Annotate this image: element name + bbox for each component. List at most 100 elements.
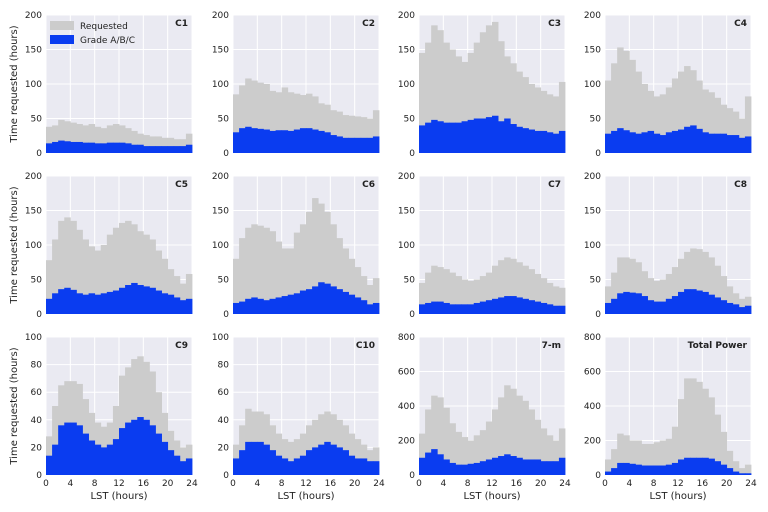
panel-c6-ytick-label: 200 xyxy=(212,172,229,182)
panel-c5-requested-bar xyxy=(179,283,187,314)
panel-total-power-grade-bar xyxy=(671,462,679,475)
panel-c4-grade-bar xyxy=(659,135,667,153)
panel-c6-requested-bar xyxy=(318,203,325,314)
panel-c1-requested-bar xyxy=(125,128,132,153)
panel-c9-grade-bar xyxy=(185,458,193,475)
panel-c7-requested-bar xyxy=(467,280,475,314)
panel-c7-requested-bar xyxy=(558,287,566,314)
panel-7-m-ytick-label: 200 xyxy=(398,437,415,447)
panel-c8-requested-bar xyxy=(744,296,752,314)
panel-c8-requested-bar xyxy=(605,286,612,314)
panel-c2-grade-bar xyxy=(269,130,276,153)
panel-c7-grade-bar xyxy=(467,304,475,314)
panel-c4-grade-bar xyxy=(690,125,697,153)
panel-7-m-requested-bar xyxy=(467,440,475,475)
panel-c6-grade-bar xyxy=(330,286,337,314)
panel-7-m-grade-bar xyxy=(552,461,560,475)
panel-c6-requested-bar xyxy=(354,267,362,314)
panel-c3-ytick-label: 100 xyxy=(398,80,415,90)
panel-c9-ytick-label: 40 xyxy=(31,416,43,426)
panel-c1-grade-bar xyxy=(161,146,169,153)
panel-c5-requested-bar xyxy=(137,231,144,314)
panel-c5-ytick-label: 200 xyxy=(25,172,42,182)
panel-7-m-requested-bar xyxy=(455,431,462,475)
panel-c2-requested-bar xyxy=(348,115,356,153)
panel-total-power-xtick-label: 8 xyxy=(651,479,657,489)
panel-c2-requested-bar xyxy=(251,80,258,153)
panel-c8-grade-bar xyxy=(665,298,673,314)
panel-7-m-requested-bar xyxy=(522,400,529,475)
panel-c4-ytick-label: 150 xyxy=(584,46,601,56)
panel-total-power-requested-bar xyxy=(690,378,697,475)
panel-c3-grade-bar xyxy=(528,129,535,153)
panel-c1-grade-bar xyxy=(125,143,132,153)
panel-c4-requested-bar xyxy=(696,80,703,153)
panel-c7-requested-bar xyxy=(510,258,517,314)
panel-c7-requested-bar xyxy=(449,272,456,314)
panel-c1-grade-bar xyxy=(149,146,156,153)
panel-c10-xtick-label: 8 xyxy=(279,479,285,489)
panel-c1-grade-bar xyxy=(155,146,162,153)
panel-7-m-grade-bar xyxy=(498,456,505,475)
panel-c8-requested-bar xyxy=(732,293,740,314)
panel-total-power-xtick-label: 16 xyxy=(697,479,709,489)
panel-c5-requested-bar xyxy=(119,222,126,314)
panel-c9-requested-bar xyxy=(125,367,132,475)
panel-c5-grade-bar xyxy=(76,293,83,314)
panel-c3-requested-bar xyxy=(528,84,535,153)
panel-c3-title: C3 xyxy=(548,19,561,29)
panel-7-m-grade-bar xyxy=(485,459,493,475)
panel-total-power-grade-bar xyxy=(665,464,673,475)
panel-c4-ytick-label: 200 xyxy=(584,11,601,21)
panel-total-power-xtick-label: 12 xyxy=(672,479,683,489)
panel-c6-ytick-label: 100 xyxy=(212,241,229,251)
panel-c4-requested-bar xyxy=(714,97,721,153)
panel-c3-requested-bar xyxy=(510,63,517,153)
panel-c2-grade-bar xyxy=(299,128,307,153)
panel-c7-requested-bar xyxy=(479,276,487,314)
panel-c3-requested-bar xyxy=(485,25,493,154)
panel-c4-title: C4 xyxy=(734,19,747,29)
panel-c2-requested-bar xyxy=(257,82,264,153)
panel-c1-grade-bar xyxy=(185,144,193,153)
panel-c6-grade-bar xyxy=(336,289,343,314)
panel-c7-requested-bar xyxy=(425,272,432,314)
panel-c4-grade-bar xyxy=(605,133,612,153)
panel-7-m-xtick-label: 8 xyxy=(465,479,471,489)
panel-total-power-requested-bar xyxy=(641,443,648,475)
panel-c8-requested-bar xyxy=(720,276,728,314)
panel-c8-grade-bar xyxy=(708,294,715,314)
panel-c9-grade-bar xyxy=(119,428,126,475)
panel-c9-ytick-label: 60 xyxy=(31,388,43,398)
panel-c2-requested-bar xyxy=(275,92,283,153)
panel-c3-requested-bar xyxy=(552,96,560,153)
panel-c3-requested-bar xyxy=(498,41,505,153)
panel-c8-requested-bar xyxy=(635,262,642,314)
panel-c7-ytick-label: 200 xyxy=(398,172,415,182)
panel-c4-grade-bar xyxy=(665,132,673,153)
panel-c8-ytick-label: 150 xyxy=(584,207,601,217)
panel-c1-grade-bar xyxy=(143,146,150,153)
panel-c6-grade-bar xyxy=(239,301,246,314)
panel-c9-grade-bar xyxy=(167,450,175,475)
panel-c4-grade-bar xyxy=(678,129,685,153)
panel-7-m-grade-bar xyxy=(449,462,456,475)
panel-c3-requested-bar xyxy=(558,81,566,153)
panel-c3-grade-bar xyxy=(516,126,523,153)
panel-c2-requested-bar xyxy=(318,103,325,153)
panel-7-m-xtick-label: 16 xyxy=(511,479,523,489)
panel-total-power-ytick-label: 800 xyxy=(584,333,601,343)
panel-7-m-grade-bar xyxy=(455,464,462,475)
panel-c1-grade-bar xyxy=(131,144,138,153)
panel-c4-grade-bar xyxy=(671,130,679,153)
panel-total-power-ytick-label: 200 xyxy=(584,437,601,447)
panel-c1-requested-bar xyxy=(94,126,102,153)
panel-7-m-grade-bar xyxy=(510,456,517,475)
panel-c10-grade-bar xyxy=(312,447,319,475)
panel-c8-requested-bar xyxy=(611,272,618,314)
panel-7-m-requested-bar xyxy=(534,419,542,475)
panel-c1-grade-bar xyxy=(46,143,53,153)
panel-total-power-grade-bar xyxy=(702,457,709,475)
panel-c2-grade-bar xyxy=(257,128,264,153)
panel-c8-grade-bar xyxy=(732,304,740,314)
